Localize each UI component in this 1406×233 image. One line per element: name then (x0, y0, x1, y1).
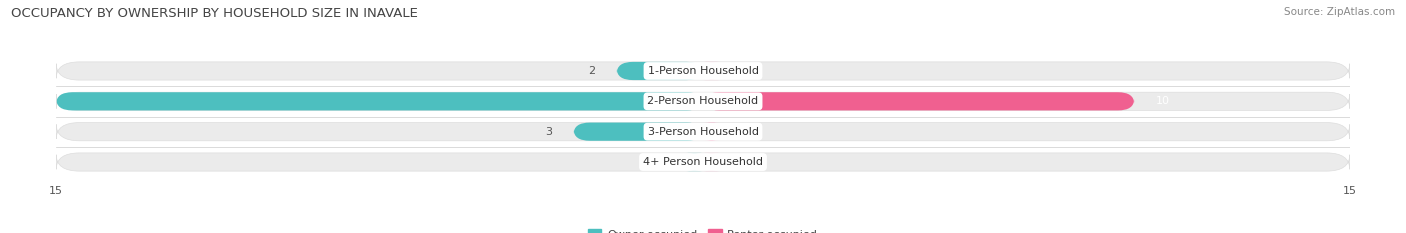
FancyBboxPatch shape (686, 153, 703, 171)
Text: 0: 0 (742, 157, 749, 167)
Text: 2-Person Household: 2-Person Household (647, 96, 759, 106)
Legend: Owner-occupied, Renter-occupied: Owner-occupied, Renter-occupied (583, 225, 823, 233)
Text: 0: 0 (742, 127, 749, 137)
FancyBboxPatch shape (703, 123, 720, 141)
Text: 2: 2 (588, 66, 595, 76)
FancyBboxPatch shape (703, 92, 1135, 110)
FancyBboxPatch shape (56, 92, 703, 110)
Text: Source: ZipAtlas.com: Source: ZipAtlas.com (1284, 7, 1395, 17)
Text: OCCUPANCY BY OWNERSHIP BY HOUSEHOLD SIZE IN INAVALE: OCCUPANCY BY OWNERSHIP BY HOUSEHOLD SIZE… (11, 7, 418, 20)
FancyBboxPatch shape (56, 62, 1350, 80)
FancyBboxPatch shape (56, 153, 1350, 171)
Text: 0: 0 (657, 157, 664, 167)
FancyBboxPatch shape (617, 62, 703, 80)
Text: 0: 0 (742, 66, 749, 76)
Text: 4+ Person Household: 4+ Person Household (643, 157, 763, 167)
FancyBboxPatch shape (703, 153, 720, 171)
Text: 1-Person Household: 1-Person Household (648, 66, 758, 76)
Text: 3-Person Household: 3-Person Household (648, 127, 758, 137)
FancyBboxPatch shape (56, 123, 1350, 141)
FancyBboxPatch shape (56, 92, 1350, 110)
Text: 10: 10 (1156, 96, 1170, 106)
Text: 15: 15 (21, 96, 35, 106)
FancyBboxPatch shape (703, 62, 720, 80)
FancyBboxPatch shape (574, 123, 703, 141)
Text: 3: 3 (546, 127, 553, 137)
